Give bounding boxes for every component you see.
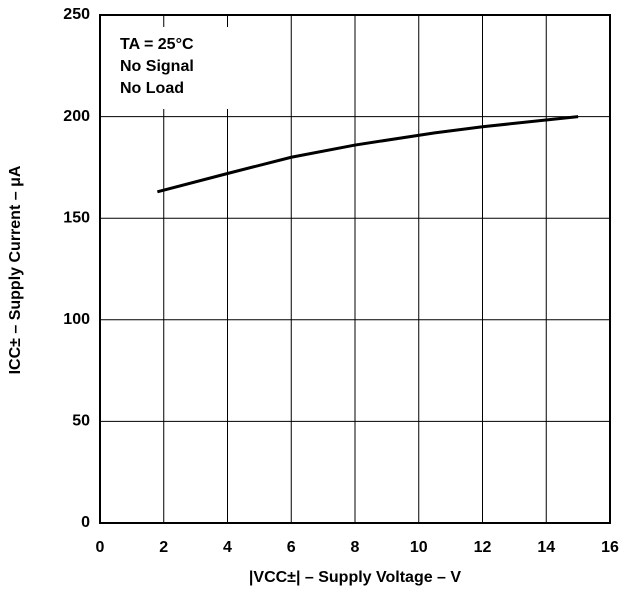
x-tick-label: 14 <box>537 539 555 556</box>
line <box>156 115 579 194</box>
annotation: TA = 25°C <box>120 36 194 53</box>
x-tick-label: 6 <box>287 539 296 556</box>
annotation: No Load <box>120 80 184 97</box>
annotation-box <box>106 27 236 109</box>
x-tick-label: 16 <box>601 539 619 556</box>
x-tick-label: 0 <box>96 539 105 556</box>
y-tick-label: 250 <box>63 6 90 23</box>
y-axis-label: ICC± – Supply Current – μA <box>7 165 24 374</box>
x-tick-label: 12 <box>474 539 492 556</box>
x-tick-label: 4 <box>223 539 232 556</box>
x-axis-label: |VCC±| – Supply Voltage – V <box>249 569 461 586</box>
y-tick-label: 50 <box>72 413 90 430</box>
y-tick-label: 0 <box>81 514 90 531</box>
y-tick-label: 200 <box>63 108 90 125</box>
x-tick-label: 8 <box>351 539 360 556</box>
annotation: No Signal <box>120 58 194 75</box>
x-tick-label: 2 <box>159 539 168 556</box>
y-tick-label: 150 <box>63 209 90 226</box>
x-tick-label: 10 <box>410 539 428 556</box>
y-tick-label: 100 <box>63 311 90 328</box>
